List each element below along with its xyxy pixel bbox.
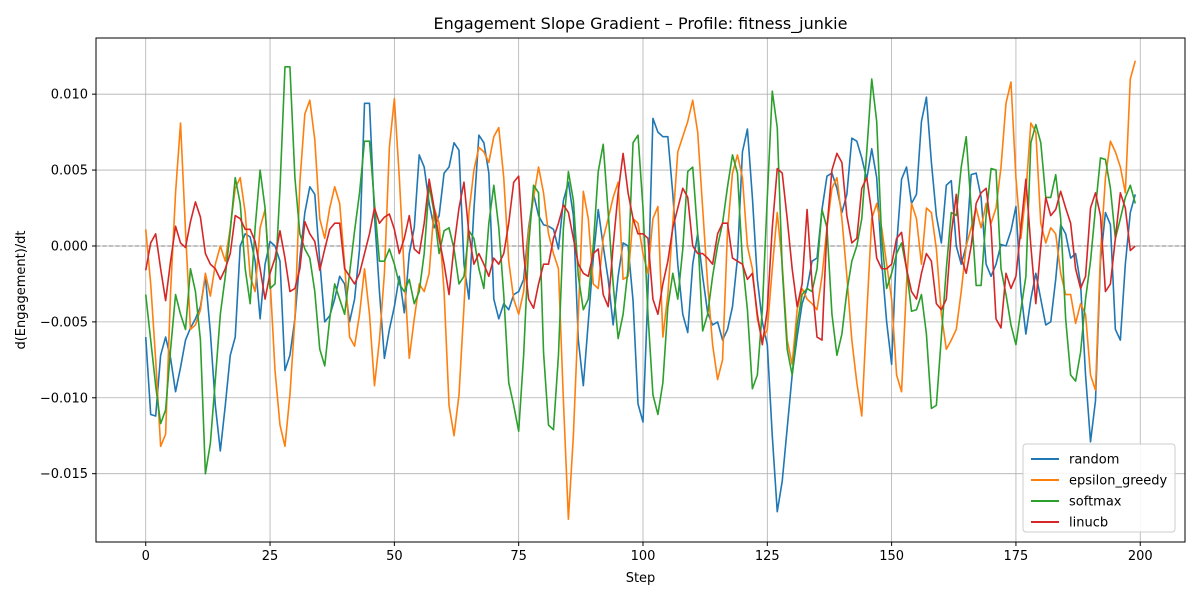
y-tick-label: −0.010 <box>40 391 88 406</box>
y-axis-label: d(Engagement)/dt <box>14 230 29 349</box>
y-tick-label: 0.000 <box>51 239 88 254</box>
x-tick-label: 50 <box>386 549 403 564</box>
y-tick-label: 0.005 <box>51 164 88 179</box>
legend-box <box>1022 443 1176 533</box>
x-axis-label: Step <box>626 571 656 586</box>
x-tick-label: 100 <box>631 549 656 564</box>
x-tick-label: 200 <box>1128 549 1153 564</box>
y-tick-label: 0.010 <box>51 88 88 103</box>
x-axis-ticks: 0 25 50 75 100 125 150 175 200 <box>142 542 1153 564</box>
plot-frame <box>95 37 1186 543</box>
x-tick-label: 125 <box>755 549 780 564</box>
legend-label-linucb: linucb <box>1069 516 1108 531</box>
legend-label-softmax: softmax <box>1069 495 1122 510</box>
x-tick-label: 175 <box>1004 549 1029 564</box>
x-tick-label: 150 <box>879 549 904 564</box>
x-tick-label: 75 <box>510 549 527 564</box>
y-tick-label: −0.005 <box>40 315 88 330</box>
legend-label-random: random <box>1069 453 1119 468</box>
x-tick-label: 25 <box>262 549 279 564</box>
series-line-softmax <box>144 66 1137 475</box>
y-tick-label: −0.015 <box>40 467 88 482</box>
series-line-linucb <box>144 152 1136 346</box>
series-line-epsilon_greedy <box>144 60 1137 521</box>
y-axis-ticks: −0.015 −0.010 −0.005 0.000 0.005 0.010 <box>40 88 96 482</box>
chart-title: Engagement Slope Gradient – Profile: fit… <box>434 14 848 34</box>
legend-label-epsilon_greedy: epsilon_greedy <box>1069 474 1167 489</box>
series-group <box>144 60 1137 521</box>
x-tick-label: 0 <box>142 549 150 564</box>
